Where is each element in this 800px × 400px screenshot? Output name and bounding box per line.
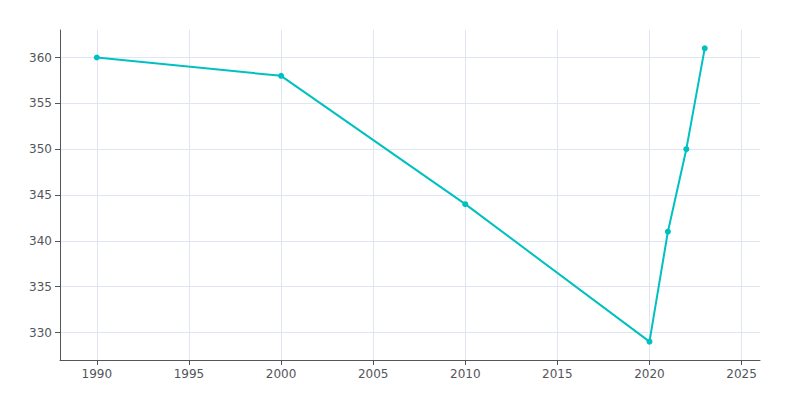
svg-text:335: 335: [29, 280, 52, 294]
svg-text:2005: 2005: [358, 367, 389, 381]
svg-text:355: 355: [29, 96, 52, 110]
svg-text:1995: 1995: [174, 367, 205, 381]
svg-text:2015: 2015: [542, 367, 573, 381]
svg-text:350: 350: [29, 142, 52, 156]
svg-text:330: 330: [29, 326, 52, 340]
svg-text:1990: 1990: [82, 367, 113, 381]
svg-text:2000: 2000: [266, 367, 297, 381]
svg-text:360: 360: [29, 51, 52, 65]
svg-text:2025: 2025: [726, 367, 757, 381]
svg-text:340: 340: [29, 234, 52, 248]
svg-text:2020: 2020: [634, 367, 665, 381]
svg-text:2010: 2010: [450, 367, 481, 381]
svg-text:345: 345: [29, 188, 52, 202]
